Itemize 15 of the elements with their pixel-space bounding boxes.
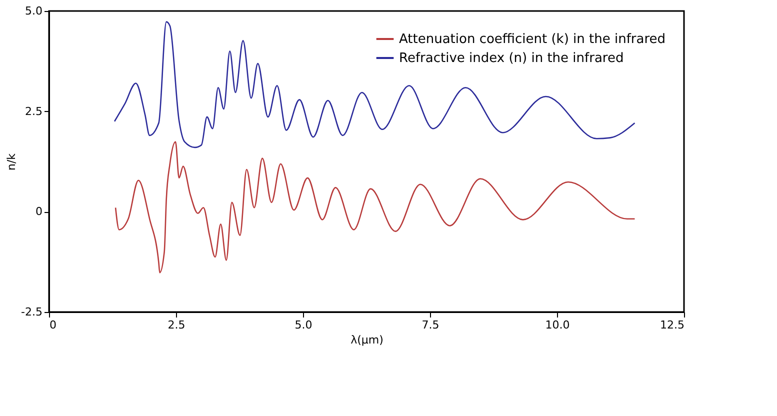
x-tick-label: 12.5 bbox=[660, 318, 684, 332]
x-axis-title: λ(μm) bbox=[350, 334, 384, 346]
x-tick-label: 10.0 bbox=[545, 318, 570, 332]
x-tick-label: 2.5 bbox=[168, 318, 186, 332]
x-tick-label: 5.0 bbox=[294, 318, 312, 332]
y-tick-label: 5.0 bbox=[25, 4, 42, 18]
x-tick-label: 7.5 bbox=[422, 318, 440, 332]
y-tick-label: 0 bbox=[36, 205, 42, 218]
y-tick-label: -2.5 bbox=[21, 306, 42, 318]
x-tick-label: 0 bbox=[50, 318, 56, 332]
line-series bbox=[114, 141, 636, 274]
legend-label: Attenuation coefficient (k) in the infrared bbox=[399, 32, 666, 47]
legend-label: Refractive index (n) in the infrared bbox=[399, 51, 624, 66]
y-axis-title: n/k bbox=[5, 152, 18, 171]
y-tick-label: 2.5 bbox=[25, 104, 42, 118]
